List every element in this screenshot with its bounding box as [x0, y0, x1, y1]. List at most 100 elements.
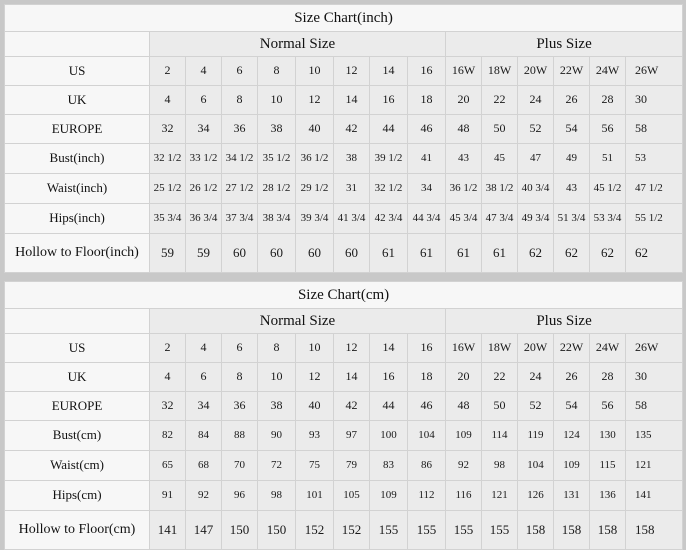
data-cell: 121 — [481, 480, 518, 511]
data-cell: 101 — [295, 480, 334, 511]
data-cell: 41 3/4 — [333, 203, 370, 234]
row-label: Waist(inch) — [4, 173, 150, 204]
data-cell: 40 — [295, 391, 334, 421]
data-cell: 158 — [624, 510, 684, 550]
data-cell: 26W — [624, 333, 684, 363]
data-cell: 93 — [295, 420, 334, 451]
table-row: Hips(cm) 91 92 96 98 101 105 109 112 116 121 126 131… — [4, 480, 684, 511]
table-row: US 2 4 6 8 10 12 14 16 16W 18W 20W 22W 24W 26W — [4, 333, 684, 363]
row-label: EUROPE — [4, 114, 150, 144]
data-cell: 37 3/4 — [221, 203, 258, 234]
data-cell: 33 1/2 — [185, 143, 222, 174]
data-cell: 6 — [221, 333, 258, 363]
data-cell: 29 1/2 — [295, 173, 334, 204]
data-cell: 53 3/4 — [589, 203, 626, 234]
data-cell: 150 — [257, 510, 296, 550]
data-cell: 136 — [589, 480, 626, 511]
data-cell: 25 1/2 — [149, 173, 186, 204]
data-cell: 14 — [333, 362, 370, 392]
data-cell: 105 — [333, 480, 370, 511]
data-cell: 42 — [333, 391, 370, 421]
data-cell: 44 3/4 — [407, 203, 446, 234]
data-cell: 116 — [445, 480, 482, 511]
data-cell: 115 — [589, 450, 626, 481]
data-cell: 32 — [149, 114, 186, 144]
table-row: UK 4 6 8 10 12 14 16 18 20 22 24 26 28 30 — [4, 85, 684, 115]
data-cell: 44 — [369, 391, 408, 421]
data-cell: 109 — [553, 450, 590, 481]
table-row: Hips(inch) 35 3/4 36 3/4 37 3/4 38 3/4 39 3/4… — [4, 203, 684, 234]
size-group-header-plus: Plus Size — [444, 31, 684, 57]
data-cell: 38 1/2 — [481, 173, 518, 204]
table-row: EUROPE 32 34 36 38 40 42 44 46 48 50 52 54 56 58 — [4, 114, 684, 144]
data-cell: 34 — [185, 114, 222, 144]
data-cell: 61 — [369, 233, 408, 273]
data-cell: 121 — [624, 450, 684, 481]
data-cell: 90 — [257, 420, 296, 451]
data-cell: 92 — [445, 450, 482, 481]
data-cell: 61 — [407, 233, 446, 273]
data-cell: 40 — [295, 114, 334, 144]
data-cell: 4 — [185, 333, 222, 363]
data-cell: 56 — [589, 391, 626, 421]
data-cell: 48 — [445, 114, 482, 144]
data-cell: 36 — [221, 391, 258, 421]
data-cell: 12 — [333, 56, 370, 86]
data-cell: 155 — [407, 510, 446, 550]
data-cell: 62 — [517, 233, 554, 273]
data-cell: 109 — [369, 480, 408, 511]
data-cell: 35 1/2 — [257, 143, 296, 174]
data-cell: 53 — [624, 143, 684, 174]
data-cell: 32 — [149, 391, 186, 421]
data-cell: 126 — [517, 480, 554, 511]
data-cell: 16W — [445, 333, 482, 363]
data-cell: 8 — [257, 333, 296, 363]
data-cell: 26 — [553, 85, 590, 115]
row-label: EUROPE — [4, 391, 150, 421]
data-cell: 60 — [221, 233, 258, 273]
data-cell: 88 — [221, 420, 258, 451]
row-label: Hollow to Floor(inch) — [4, 233, 150, 273]
data-cell: 141 — [624, 480, 684, 511]
data-cell: 49 3/4 — [517, 203, 554, 234]
data-cell: 86 — [407, 450, 446, 481]
data-cell: 22 — [481, 362, 518, 392]
data-cell: 24 — [517, 85, 554, 115]
data-cell: 18 — [407, 362, 446, 392]
data-cell: 34 — [407, 173, 446, 204]
data-cell: 54 — [553, 114, 590, 144]
data-cell: 60 — [257, 233, 296, 273]
size-group-header-row: Normal Size Plus Size — [4, 31, 684, 57]
data-cell: 26 — [553, 362, 590, 392]
data-cell: 16 — [407, 56, 446, 86]
data-cell: 30 — [624, 85, 684, 115]
data-cell: 38 — [257, 391, 296, 421]
data-cell: 35 3/4 — [149, 203, 186, 234]
data-cell: 55 1/2 — [624, 203, 684, 234]
data-cell: 2 — [149, 56, 186, 86]
data-cell: 135 — [624, 420, 684, 451]
table-row: Hollow to Floor(cm) 141 147 150 150 152 152 155… — [4, 510, 684, 550]
data-cell: 59 — [149, 233, 186, 273]
data-cell: 62 — [624, 233, 684, 273]
size-group-header-normal: Normal Size — [149, 31, 446, 57]
data-cell: 130 — [589, 420, 626, 451]
data-cell: 47 — [517, 143, 554, 174]
data-cell: 14 — [333, 85, 370, 115]
data-cell: 34 — [185, 391, 222, 421]
data-cell: 10 — [295, 333, 334, 363]
group-header-blank-cell — [4, 308, 150, 334]
data-cell: 20 — [445, 362, 482, 392]
data-cell: 28 — [589, 362, 626, 392]
data-cell: 20 — [445, 85, 482, 115]
table-row: Waist(cm) 65 68 70 72 75 79 83 86 92 98 104 109 115 12… — [4, 450, 684, 481]
data-cell: 48 — [445, 391, 482, 421]
data-cell: 26W — [624, 56, 684, 86]
data-cell: 42 3/4 — [369, 203, 408, 234]
data-cell: 10 — [257, 362, 296, 392]
data-cell: 119 — [517, 420, 554, 451]
data-cell: 8 — [257, 56, 296, 86]
data-cell: 32 1/2 — [369, 173, 408, 204]
table-row: Bust(inch) 32 1/2 33 1/2 34 1/2 35 1/2 36 1/2… — [4, 143, 684, 174]
data-cell: 114 — [481, 420, 518, 451]
